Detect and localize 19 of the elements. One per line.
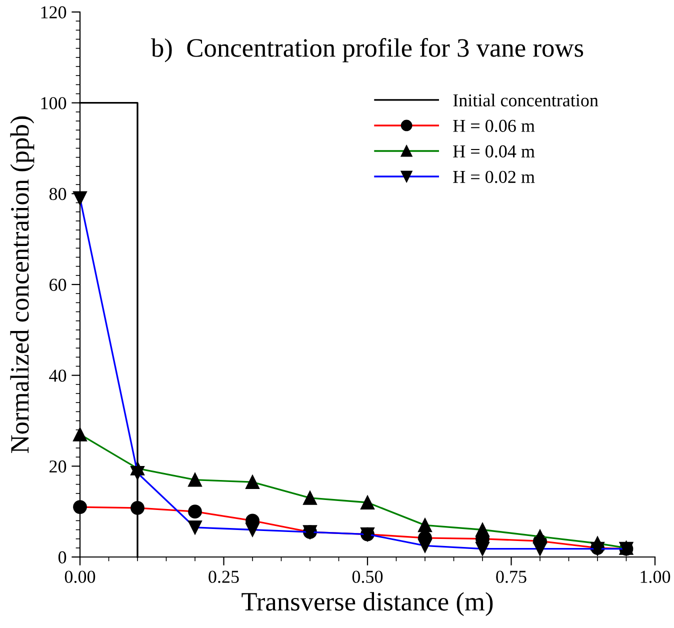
legend-label: H = 0.04 m (453, 145, 535, 158)
x-tick-label: 0.00 (64, 570, 96, 583)
x-tick-label: 1.00 (640, 570, 670, 583)
y-tick-label: 80 (49, 188, 66, 200)
legend-label: H = 0.06 m (453, 120, 535, 132)
legend-label: H = 0.02 m (453, 170, 535, 184)
x-axis-title: Transverse distance (m) (242, 592, 493, 616)
text: b) Concentration profile for 3 vane rows (150, 38, 584, 62)
y-axis-title: Normalized concentration (ppb) (10, 116, 34, 454)
y-tick-label: 100 (41, 97, 66, 110)
y-tick-label: 120 (41, 6, 66, 18)
y-tick-label: 20 (50, 460, 66, 473)
y-tick-label: 40 (49, 370, 66, 382)
y-tick-label: 0 (58, 551, 66, 564)
legend-label: Initial concentration (453, 94, 598, 106)
x-tick-label: 0.50 (352, 570, 383, 583)
x-tick-label: 0.25 (208, 570, 239, 583)
y-tick-label: 60 (50, 278, 66, 291)
x-tick-label: 0.75 (496, 570, 526, 583)
